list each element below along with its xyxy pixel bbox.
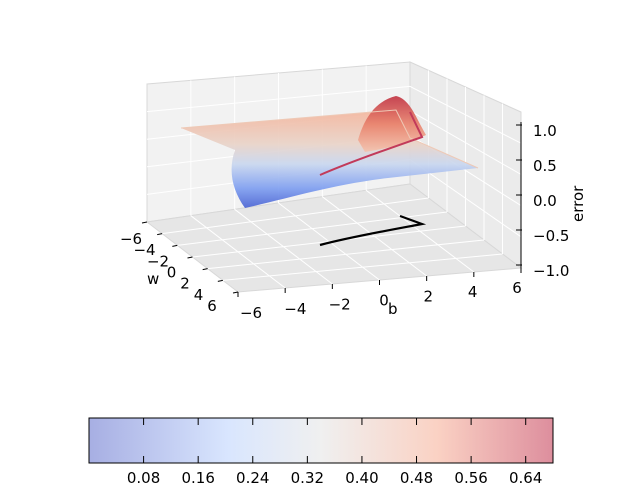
colorbar-tick-label: 0.40 bbox=[345, 469, 378, 487]
error-tick-label: 0.5 bbox=[533, 157, 557, 175]
w-tick-mark bbox=[141, 221, 148, 224]
error-axis-ticks: 1.0 0.5 0.0 −0.5 −1.0 bbox=[516, 122, 569, 280]
colorbar-tick-label: 0.16 bbox=[181, 469, 214, 487]
b-tick-label: 2 bbox=[424, 287, 434, 305]
b-tick-label: 4 bbox=[468, 283, 478, 301]
error-tick-label: −0.5 bbox=[533, 227, 569, 245]
z-grid-line bbox=[146, 85, 522, 144]
colorbar-tick-label: 0.32 bbox=[291, 469, 324, 487]
surface-path bbox=[319, 111, 424, 176]
surface-ridge bbox=[358, 96, 426, 152]
error-tick-label: 1.0 bbox=[533, 122, 557, 140]
colorbar-gradient bbox=[88, 417, 554, 464]
error-axis-label: error bbox=[569, 185, 587, 222]
colorbar-tick-label: 0.64 bbox=[509, 469, 542, 487]
b-axis-label: b bbox=[388, 300, 398, 318]
b-tick-label: 6 bbox=[512, 279, 522, 297]
w-tick-mark bbox=[202, 268, 208, 271]
colorbar-tick-label: 0.24 bbox=[236, 469, 269, 487]
colorbar-ticks: 0.08 0.16 0.24 0.32 0.40 0.48 0.56 0.64 bbox=[127, 418, 542, 487]
w-tick-label: −2 bbox=[147, 252, 169, 270]
colorbar-tick-label: 0.48 bbox=[400, 469, 433, 487]
colorbar: 0.08 0.16 0.24 0.32 0.40 0.48 0.56 0.64 bbox=[88, 417, 554, 487]
error-tick-label: 0.0 bbox=[533, 192, 557, 210]
w-tick-label: 0 bbox=[167, 264, 177, 282]
error-surface bbox=[180, 96, 479, 208]
surface-far-edge bbox=[180, 109, 479, 169]
b-axis-ticks: −6 −4 −2 0 2 4 6 bbox=[237, 268, 522, 322]
w-tick-label: −4 bbox=[133, 241, 155, 259]
error-tick-label: −1.0 bbox=[533, 262, 569, 280]
w-tick-label: 2 bbox=[180, 275, 190, 293]
b-tick-label: −2 bbox=[329, 296, 351, 314]
floor-grid-line-w bbox=[222, 253, 503, 281]
axes-3d-box bbox=[145, 61, 523, 293]
b-tick-label: −4 bbox=[284, 300, 306, 318]
w-tick-label: 4 bbox=[194, 286, 204, 304]
w-tick-mark bbox=[157, 233, 163, 236]
w-tick-label: 6 bbox=[207, 297, 217, 315]
colorbar-tick-label: 0.08 bbox=[127, 469, 160, 487]
w-tick-mark bbox=[187, 256, 193, 259]
b-tick-label: 0 bbox=[379, 292, 389, 310]
w-axis-label: w bbox=[147, 270, 159, 288]
floor-path bbox=[319, 214, 427, 247]
w-tick-label: −6 bbox=[120, 230, 142, 248]
w-tick-mark bbox=[217, 279, 223, 282]
w-tick-mark bbox=[172, 244, 178, 247]
b-tick-label: −6 bbox=[240, 304, 262, 322]
w-tick-mark bbox=[232, 291, 239, 294]
colorbar-tick-label: 0.56 bbox=[454, 469, 487, 487]
